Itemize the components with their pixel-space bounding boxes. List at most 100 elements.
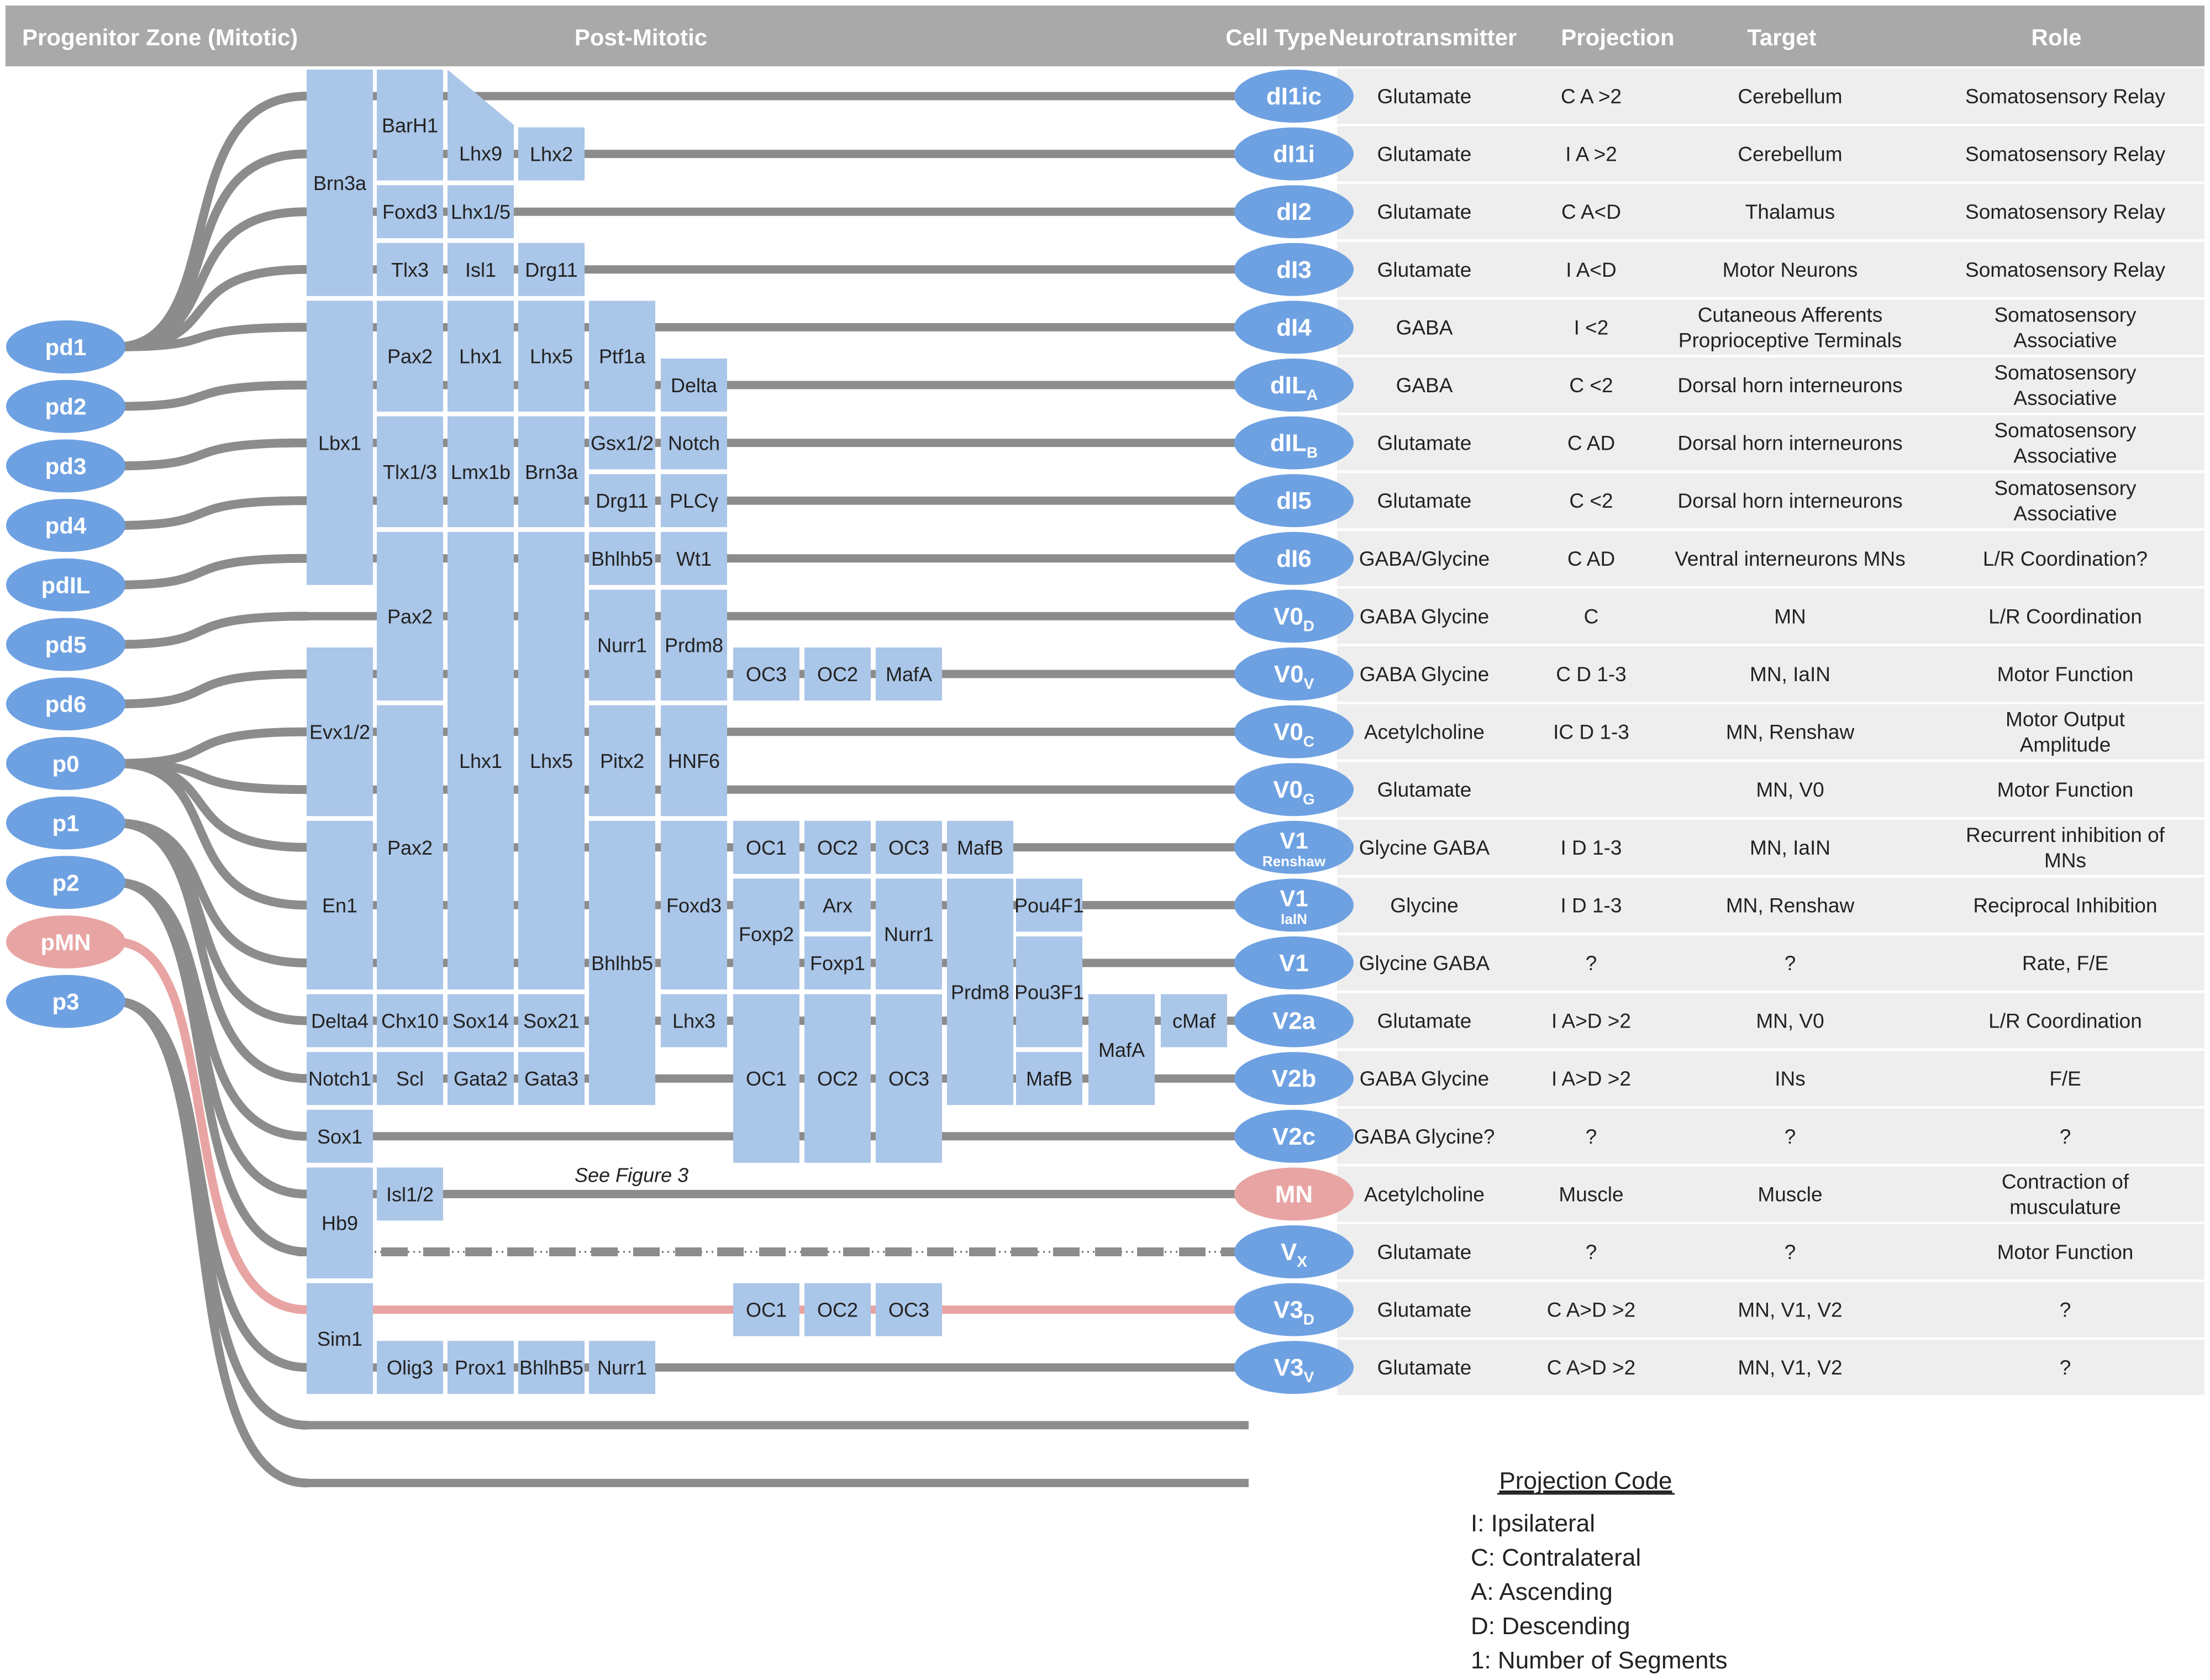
marker-label: Lhx1 xyxy=(459,750,502,772)
marker-box: Notch1 xyxy=(307,1052,373,1105)
svg-text:INs: INs xyxy=(1775,1067,1806,1090)
marker-box: Pou4F1 xyxy=(1014,878,1084,932)
svg-text:MN, V1, V2: MN, V1, V2 xyxy=(1738,1299,1842,1321)
svg-text:?: ? xyxy=(1586,1125,1597,1148)
marker-label: Prdm8 xyxy=(665,634,723,657)
svg-text:Associative: Associative xyxy=(2013,329,2117,351)
table-row: GABA/Glycine C AD Ventral interneurons MNs… xyxy=(1359,547,2148,570)
marker-box: Hb9 xyxy=(307,1167,373,1278)
svg-text:GABA: GABA xyxy=(1396,374,1453,397)
svg-text:Glutamate: Glutamate xyxy=(1377,259,1472,281)
marker-box: Olig3 xyxy=(377,1341,443,1394)
marker-box: Isl1 xyxy=(448,243,514,296)
marker-label: Sim1 xyxy=(317,1328,362,1350)
marker-label: Foxp1 xyxy=(810,952,865,975)
marker-label: Isl1/2 xyxy=(386,1183,434,1205)
marker-box: MafB xyxy=(947,820,1013,874)
marker-label: Lhx3 xyxy=(672,1010,715,1033)
marker-box: Pax2 xyxy=(377,705,443,989)
svg-text:Glycine GABA: Glycine GABA xyxy=(1359,952,1490,975)
marker-box: Lhx1 xyxy=(448,531,514,989)
legend-item: C: Contralateral xyxy=(1471,1544,1641,1571)
svg-text:Glutamate: Glutamate xyxy=(1377,489,1472,512)
marker-label: Pou3F1 xyxy=(1014,981,1084,1003)
marker-label: MafB xyxy=(957,836,1003,859)
svg-text:Dorsal horn interneurons: Dorsal horn interneurons xyxy=(1677,432,1902,455)
marker-label: Foxd3 xyxy=(382,201,438,223)
svg-text:Acetylcholine: Acetylcholine xyxy=(1364,721,1485,744)
svg-text:Glutamate: Glutamate xyxy=(1377,778,1472,801)
svg-text:Glutamate: Glutamate xyxy=(1377,201,1472,223)
marker-label: OC3 xyxy=(888,1299,929,1321)
svg-text:GABA Glycine: GABA Glycine xyxy=(1360,1067,1489,1090)
svg-text:Glycine GABA: Glycine GABA xyxy=(1359,836,1490,859)
marker-box: Prox1 xyxy=(448,1341,514,1394)
marker-box: Pax2 xyxy=(377,301,443,412)
marker-box: Gata3 xyxy=(518,1052,585,1105)
svg-text:Glutamate: Glutamate xyxy=(1377,143,1472,166)
table-row: Glutamate C <2 Dorsal horn interneurons Som… xyxy=(1377,477,2137,525)
marker-box: Lmx1b xyxy=(448,416,514,528)
marker-label: Drg11 xyxy=(525,259,577,281)
marker-box: Sim1 xyxy=(307,1283,373,1394)
svg-text:C A<D: C A<D xyxy=(1561,201,1621,223)
cell-type-di2: dI2 xyxy=(1234,185,1354,239)
table-row: Glutamate C A >2 Cerebellum Somatosensory R… xyxy=(1377,85,2166,108)
lineage-curves xyxy=(111,92,311,1488)
header-target: Target xyxy=(1747,24,1816,50)
table-row: GABA C <2 Dorsal horn interneurons Somatose… xyxy=(1396,361,2137,409)
svg-text:Glutamate: Glutamate xyxy=(1377,85,1472,108)
svg-text:C: C xyxy=(1584,605,1599,628)
marker-label: Hb9 xyxy=(322,1212,358,1235)
svg-text:MN, Renshaw: MN, Renshaw xyxy=(1726,894,1855,917)
marker-label: Evx1/2 xyxy=(309,721,370,744)
progenitor-pd1: pd1 xyxy=(6,320,125,373)
svg-text:?: ? xyxy=(2060,1125,2071,1148)
marker-label: HNF6 xyxy=(668,750,720,772)
marker-label: OC1 xyxy=(746,1067,787,1090)
svg-text:Somatosensory: Somatosensory xyxy=(1994,419,2137,442)
marker-label: BarH1 xyxy=(382,114,438,136)
legend: Projection Code I: Ipsilateral C: Contral… xyxy=(1471,1467,1728,1674)
marker-box: OC1 xyxy=(733,994,799,1163)
marker-label: Drg11 xyxy=(596,489,648,512)
marker-box: MafB xyxy=(1016,1052,1082,1105)
marker-label: Gata3 xyxy=(524,1067,578,1090)
marker-label: OC3 xyxy=(888,836,929,859)
cell-type-v1: V1 xyxy=(1234,936,1354,989)
svg-text:dI1i: dI1i xyxy=(1273,141,1315,168)
svg-text:dI1ic: dI1ic xyxy=(1266,83,1322,110)
marker-label: Lhx9 xyxy=(459,143,502,165)
cell-type-mn: MN xyxy=(1234,1167,1354,1221)
progenitor-column: pd1 pd2 pd3 pd4 pdIL pd5 pd6 p0 p1 p2 pMN p3 xyxy=(6,320,125,1028)
svg-text:Dorsal horn interneurons: Dorsal horn interneurons xyxy=(1677,489,1902,512)
marker-box: OC1 xyxy=(733,820,799,874)
svg-text:Renshaw: Renshaw xyxy=(1262,853,1326,870)
svg-text:?: ? xyxy=(1785,1125,1796,1148)
marker-box: Prdm8 xyxy=(947,878,1013,1105)
marker-box: Delta4 xyxy=(307,994,373,1047)
header-projection: Projection xyxy=(1561,24,1674,50)
svg-text:Motor Function: Motor Function xyxy=(1997,663,2134,686)
svg-text:pd3: pd3 xyxy=(45,453,87,479)
marker-label: OC3 xyxy=(888,1067,929,1090)
marker-box: OC2 xyxy=(804,1283,871,1336)
cell-type-v0c: V0C xyxy=(1234,705,1354,759)
svg-text:L/R Coordination: L/R Coordination xyxy=(1988,605,2142,628)
svg-text:V1: V1 xyxy=(1280,885,1308,911)
header-bar xyxy=(6,6,2204,66)
marker-label: Tlx1/3 xyxy=(383,461,437,483)
marker-label: Gata2 xyxy=(454,1067,508,1090)
marker-label: Sox14 xyxy=(452,1010,509,1033)
marker-box: OC3 xyxy=(876,1283,942,1336)
marker-label: Isl1 xyxy=(465,259,496,281)
svg-text:Motor Function: Motor Function xyxy=(1997,778,2134,801)
svg-text:Cutaneous Afferents: Cutaneous Afferents xyxy=(1698,303,1883,326)
marker-label: Foxd3 xyxy=(666,894,722,917)
svg-text:?: ? xyxy=(1785,952,1796,975)
marker-box: Prdm8 xyxy=(661,589,727,701)
svg-text:MNs: MNs xyxy=(2044,849,2086,872)
